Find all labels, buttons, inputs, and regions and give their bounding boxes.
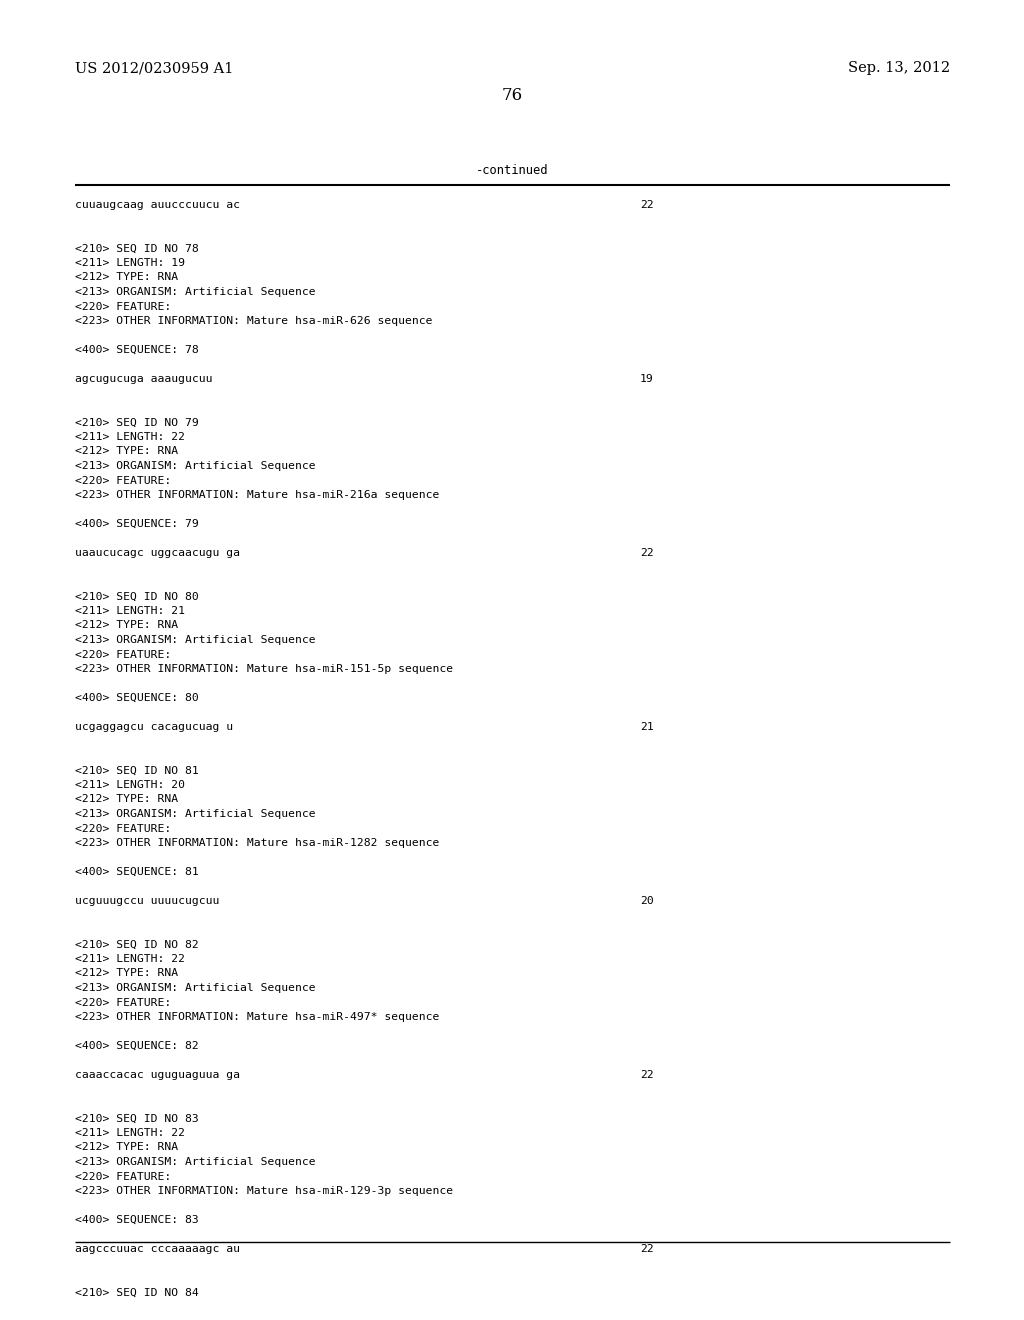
- Text: aagcccuuac cccaaaaagc au: aagcccuuac cccaaaaagc au: [75, 1243, 240, 1254]
- Text: 22: 22: [640, 1243, 653, 1254]
- Text: <223> OTHER INFORMATION: Mature hsa-miR-129-3p sequence: <223> OTHER INFORMATION: Mature hsa-miR-…: [75, 1185, 454, 1196]
- Text: <210> SEQ ID NO 80: <210> SEQ ID NO 80: [75, 591, 199, 602]
- Text: <211> LENGTH: 20: <211> LENGTH: 20: [75, 780, 185, 789]
- Text: <210> SEQ ID NO 81: <210> SEQ ID NO 81: [75, 766, 199, 776]
- Text: <211> LENGTH: 22: <211> LENGTH: 22: [75, 1129, 185, 1138]
- Text: <213> ORGANISM: Artificial Sequence: <213> ORGANISM: Artificial Sequence: [75, 1158, 315, 1167]
- Text: <210> SEQ ID NO 84: <210> SEQ ID NO 84: [75, 1287, 199, 1298]
- Text: <213> ORGANISM: Artificial Sequence: <213> ORGANISM: Artificial Sequence: [75, 809, 315, 818]
- Text: <213> ORGANISM: Artificial Sequence: <213> ORGANISM: Artificial Sequence: [75, 983, 315, 993]
- Text: US 2012/0230959 A1: US 2012/0230959 A1: [75, 61, 233, 75]
- Text: <220> FEATURE:: <220> FEATURE:: [75, 1172, 171, 1181]
- Text: <211> LENGTH: 22: <211> LENGTH: 22: [75, 432, 185, 442]
- Text: caaaccacac uguguaguua ga: caaaccacac uguguaguua ga: [75, 1071, 240, 1080]
- Text: <210> SEQ ID NO 82: <210> SEQ ID NO 82: [75, 940, 199, 949]
- Text: cuuaugcaag auucccuucu ac: cuuaugcaag auucccuucu ac: [75, 201, 240, 210]
- Text: <223> OTHER INFORMATION: Mature hsa-miR-1282 sequence: <223> OTHER INFORMATION: Mature hsa-miR-…: [75, 838, 439, 847]
- Text: <400> SEQUENCE: 80: <400> SEQUENCE: 80: [75, 693, 199, 704]
- Text: <212> TYPE: RNA: <212> TYPE: RNA: [75, 446, 178, 457]
- Text: 22: 22: [640, 548, 653, 558]
- Text: <212> TYPE: RNA: <212> TYPE: RNA: [75, 272, 178, 282]
- Text: <212> TYPE: RNA: <212> TYPE: RNA: [75, 969, 178, 978]
- Text: <223> OTHER INFORMATION: Mature hsa-miR-626 sequence: <223> OTHER INFORMATION: Mature hsa-miR-…: [75, 315, 432, 326]
- Text: <220> FEATURE:: <220> FEATURE:: [75, 475, 171, 486]
- Text: <211> LENGTH: 21: <211> LENGTH: 21: [75, 606, 185, 616]
- Text: <220> FEATURE:: <220> FEATURE:: [75, 301, 171, 312]
- Text: <220> FEATURE:: <220> FEATURE:: [75, 824, 171, 833]
- Text: <210> SEQ ID NO 78: <210> SEQ ID NO 78: [75, 243, 199, 253]
- Text: <220> FEATURE:: <220> FEATURE:: [75, 998, 171, 1007]
- Text: <213> ORGANISM: Artificial Sequence: <213> ORGANISM: Artificial Sequence: [75, 286, 315, 297]
- Text: agcugucuga aaaugucuu: agcugucuga aaaugucuu: [75, 374, 213, 384]
- Text: 22: 22: [640, 1071, 653, 1080]
- Text: <213> ORGANISM: Artificial Sequence: <213> ORGANISM: Artificial Sequence: [75, 461, 315, 471]
- Text: <210> SEQ ID NO 83: <210> SEQ ID NO 83: [75, 1114, 199, 1123]
- Text: <223> OTHER INFORMATION: Mature hsa-miR-151-5p sequence: <223> OTHER INFORMATION: Mature hsa-miR-…: [75, 664, 454, 675]
- Text: <212> TYPE: RNA: <212> TYPE: RNA: [75, 620, 178, 631]
- Text: 76: 76: [502, 87, 522, 103]
- Text: <211> LENGTH: 19: <211> LENGTH: 19: [75, 257, 185, 268]
- Text: <212> TYPE: RNA: <212> TYPE: RNA: [75, 1143, 178, 1152]
- Text: <213> ORGANISM: Artificial Sequence: <213> ORGANISM: Artificial Sequence: [75, 635, 315, 645]
- Text: <223> OTHER INFORMATION: Mature hsa-miR-497* sequence: <223> OTHER INFORMATION: Mature hsa-miR-…: [75, 1012, 439, 1022]
- Text: <400> SEQUENCE: 82: <400> SEQUENCE: 82: [75, 1041, 199, 1051]
- Text: 21: 21: [640, 722, 653, 733]
- Text: -continued: -continued: [476, 164, 548, 177]
- Text: 19: 19: [640, 374, 653, 384]
- Text: <212> TYPE: RNA: <212> TYPE: RNA: [75, 795, 178, 804]
- Text: 20: 20: [640, 896, 653, 906]
- Text: 22: 22: [640, 201, 653, 210]
- Text: <220> FEATURE:: <220> FEATURE:: [75, 649, 171, 660]
- Text: <223> OTHER INFORMATION: Mature hsa-miR-216a sequence: <223> OTHER INFORMATION: Mature hsa-miR-…: [75, 490, 439, 500]
- Text: Sep. 13, 2012: Sep. 13, 2012: [848, 61, 950, 75]
- Text: <400> SEQUENCE: 81: <400> SEQUENCE: 81: [75, 867, 199, 876]
- Text: ucgaggagcu cacagucuag u: ucgaggagcu cacagucuag u: [75, 722, 233, 733]
- Text: <400> SEQUENCE: 83: <400> SEQUENCE: 83: [75, 1214, 199, 1225]
- Text: <210> SEQ ID NO 79: <210> SEQ ID NO 79: [75, 417, 199, 428]
- Text: uaaucucagc uggcaacugu ga: uaaucucagc uggcaacugu ga: [75, 548, 240, 558]
- Text: <400> SEQUENCE: 79: <400> SEQUENCE: 79: [75, 519, 199, 529]
- Text: <211> LENGTH: 22: <211> LENGTH: 22: [75, 954, 185, 964]
- Text: ucguuugccu uuuucugcuu: ucguuugccu uuuucugcuu: [75, 896, 219, 906]
- Text: <400> SEQUENCE: 78: <400> SEQUENCE: 78: [75, 345, 199, 355]
